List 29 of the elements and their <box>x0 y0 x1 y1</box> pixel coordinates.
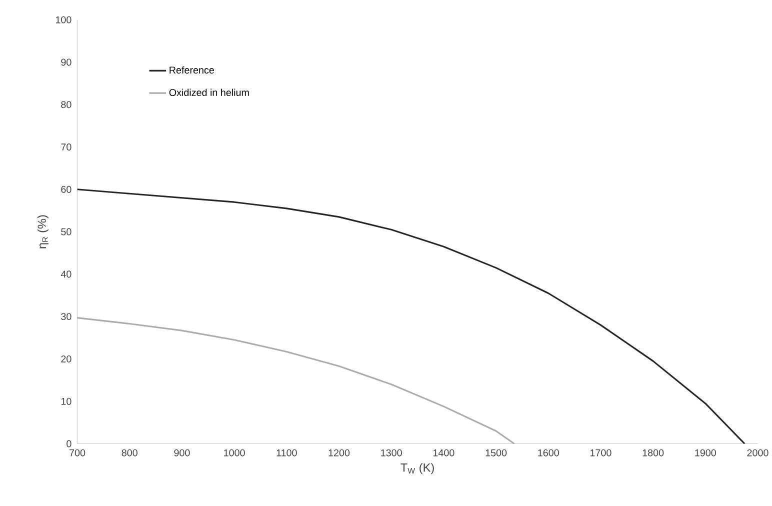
x-tick-label: 700 <box>70 449 86 456</box>
x-tick-label: 800 <box>122 449 138 456</box>
y-tick-label: 40 <box>60 270 72 278</box>
x-tick-label: 1500 <box>486 449 507 456</box>
y-tick-label: 100 <box>56 16 72 24</box>
x-tick-label: 1000 <box>224 449 245 456</box>
x-tick-label: 1800 <box>642 449 664 456</box>
x-tick-label: 900 <box>174 449 190 456</box>
y-tick-label: 70 <box>61 143 72 150</box>
x-tick-label: 1200 <box>328 449 350 456</box>
y-tick-label: 60 <box>61 186 72 193</box>
y-tick-label: 10 <box>61 398 72 405</box>
y-axis-title: η$_{R}$ (%) <box>37 215 48 248</box>
x-tick-label: 1700 <box>590 449 612 456</box>
y-tick-label: 80 <box>61 101 72 108</box>
x-tick-label: 1900 <box>695 449 716 456</box>
legend-label: Reference <box>170 66 214 74</box>
legend-label: Oxidized in helium <box>169 88 249 96</box>
x-tick-label: 2000 <box>747 449 768 456</box>
y-tick-label: 20 <box>61 355 72 362</box>
y-tick-label: 50 <box>61 228 72 236</box>
x-tick-label: 1400 <box>433 449 454 456</box>
y-tick-label: 30 <box>61 313 72 320</box>
x-tick-label: 1300 <box>381 449 402 456</box>
x-tick-label: 1600 <box>538 449 559 456</box>
x-axis-title: T$_{W}$ (K) <box>400 463 434 474</box>
x-tick-label: 1100 <box>276 449 297 456</box>
y-tick-label: 90 <box>61 58 72 66</box>
y-tick-label: 0 <box>66 440 72 448</box>
